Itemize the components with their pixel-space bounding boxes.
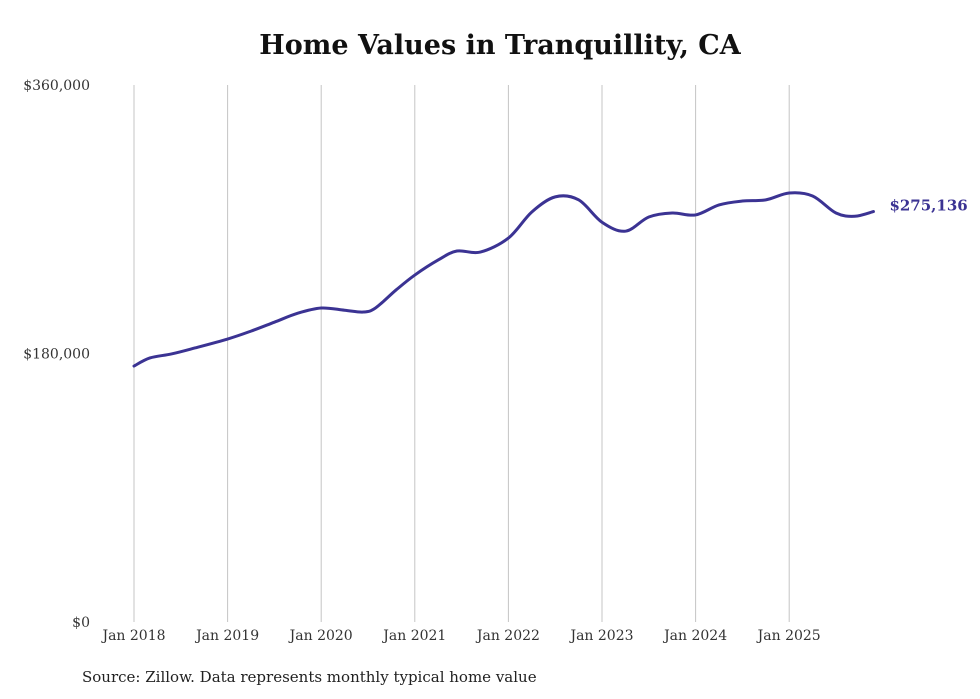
x-tick-label: Jan 2019: [194, 628, 259, 644]
series-line: [132, 191, 875, 368]
y-tick-label: $0: [72, 615, 90, 631]
x-tick-label: Jan 2023: [568, 628, 633, 644]
y-tick-label: $360,000: [23, 78, 90, 94]
last-value-label: $275,136: [889, 197, 967, 215]
x-tick-label: Jan 2020: [288, 628, 353, 644]
y-tick-label: $180,000: [23, 347, 90, 363]
x-tick-label: Jan 2022: [475, 628, 540, 644]
chart-title: Home Values in Tranquillity, CA: [259, 30, 741, 61]
x-tick-label: Jan 2021: [381, 628, 446, 644]
x-tick-label: Jan 2018: [100, 628, 165, 644]
source-note: Source: Zillow. Data represents monthly …: [82, 668, 537, 686]
x-tick-label: Jan 2025: [756, 628, 821, 644]
x-tick-label: Jan 2024: [662, 628, 727, 644]
